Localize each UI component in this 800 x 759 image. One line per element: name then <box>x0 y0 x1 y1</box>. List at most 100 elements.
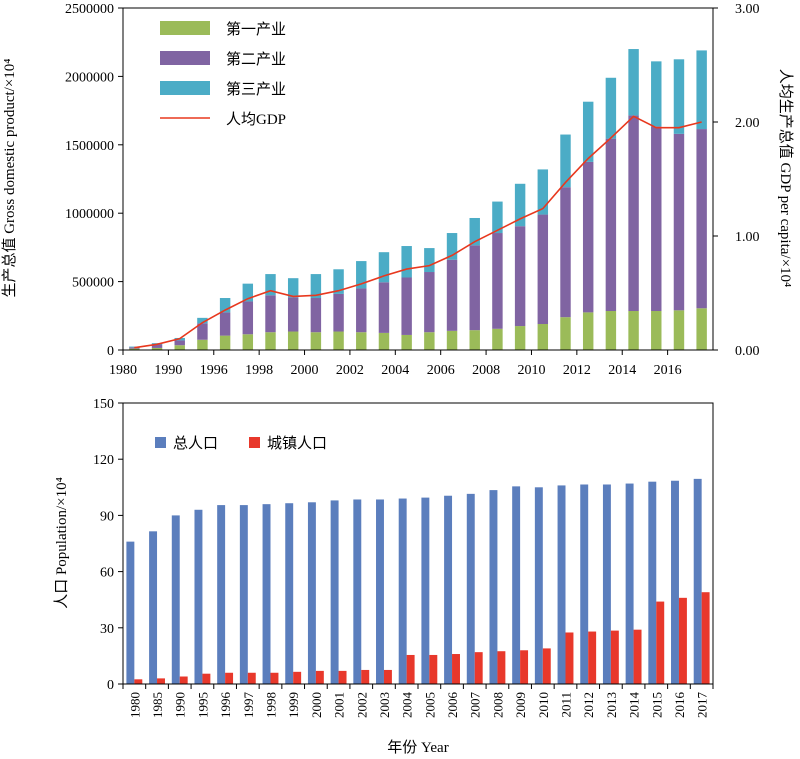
bar-2-2013 <box>610 630 619 684</box>
bar-1-1999 <box>287 331 299 350</box>
bar-2-2009 <box>514 226 526 327</box>
bar-1-2007 <box>466 493 475 684</box>
bar-2-1997 <box>247 672 256 684</box>
bar-2-1998 <box>265 295 276 333</box>
bar-1-2016 <box>671 480 679 684</box>
bar-1-1980 <box>126 541 135 684</box>
x-tick-label: 1985 <box>150 692 165 718</box>
bar-2-2000 <box>310 298 322 333</box>
x-tick-label: 2002 <box>354 692 369 718</box>
x-tick-label: 1995 <box>195 692 210 718</box>
bar-2-2000 <box>315 670 324 684</box>
bar-1-2000 <box>307 502 316 684</box>
bar-3-2007 <box>469 217 480 246</box>
bar-2-1997 <box>242 301 254 335</box>
bar-2-2003 <box>378 282 390 333</box>
bar-1-2012 <box>580 484 589 684</box>
y-tick-label: 0 <box>107 678 114 693</box>
bar-2-1995 <box>197 323 208 340</box>
bar-1-2011 <box>560 317 571 350</box>
bar-2-2016 <box>678 597 687 684</box>
bar-1-2010 <box>537 324 549 350</box>
bar-2-1980 <box>129 347 140 349</box>
bar-3-2000 <box>310 274 322 299</box>
x-axis-ticks: 1980 1985 1990 1995 1996 1997 1998 1999 2000 2001… <box>122 684 714 719</box>
bar-2-2007 <box>469 245 480 331</box>
bar-1-2014 <box>625 483 634 684</box>
bar-2-1999 <box>287 297 299 332</box>
bar-1-2009 <box>512 486 521 684</box>
x-tick-label: 2015 <box>649 692 664 718</box>
bar-2-1996 <box>225 672 234 684</box>
bar-3-2012 <box>582 101 594 162</box>
x-tick-label: 2011 <box>559 692 574 718</box>
bar-1-2000 <box>310 332 322 350</box>
bar-1-1998 <box>262 504 271 684</box>
bar-1-2003 <box>378 332 390 350</box>
bar-3-2014 <box>628 49 639 116</box>
bar-1-2011 <box>557 485 566 684</box>
bar-2-1999 <box>293 671 302 684</box>
bar-2-2014 <box>628 115 639 312</box>
bar-2-2005 <box>424 272 435 333</box>
x-tick-label: 2010 <box>536 692 551 718</box>
legend-label: 第一产业 <box>226 20 286 38</box>
bar-1-2002 <box>356 332 367 350</box>
y2-axis-ticks: 0.00 1.00 2.00 3.00 <box>713 2 760 359</box>
y-tick-label: 150 <box>93 397 114 412</box>
bar-3-2005 <box>424 248 435 273</box>
bar-3-2010 <box>537 169 549 215</box>
x-tick-label: 2017 <box>695 692 710 719</box>
bar-3-1999 <box>287 278 299 298</box>
bar-2-2015 <box>651 126 662 312</box>
bar-3-2017 <box>696 50 707 130</box>
x-tick-label: 2006 <box>427 363 455 378</box>
y2-tick-label: 1.00 <box>735 230 760 245</box>
bar-2-2008 <box>497 651 506 684</box>
bar-1-1990 <box>171 515 180 684</box>
bar-1-1990 <box>174 345 185 350</box>
bar-2-2007 <box>474 652 483 684</box>
x-tick-label: 2010 <box>517 363 545 378</box>
bar-2-1998 <box>270 672 279 684</box>
bar-2-2017 <box>701 592 710 684</box>
bar-2-2009 <box>520 650 529 684</box>
x-tick-label: 2012 <box>581 692 596 718</box>
bar-2-2011 <box>560 187 571 318</box>
x-tick-label: 2000 <box>291 363 319 378</box>
bar-1-2005 <box>421 497 430 684</box>
y2-tick-label: 0.00 <box>735 344 760 359</box>
bar-2-2005 <box>429 654 438 684</box>
bar-3-2015 <box>651 61 662 127</box>
x-tick-label: 1998 <box>264 692 279 718</box>
y-tick-label: 1500000 <box>65 139 114 154</box>
bar-1-2007 <box>469 330 480 350</box>
bar-3-2004 <box>401 246 412 278</box>
bar-3-2003 <box>378 252 390 283</box>
bar-2-2002 <box>356 288 367 333</box>
bar-3-1997 <box>242 283 254 302</box>
bar-2-2003 <box>383 669 392 684</box>
legend-swatch <box>160 21 210 35</box>
bar-3-2009 <box>514 183 526 227</box>
x-tick-label: 1998 <box>245 363 273 378</box>
gdp-per-capita-line <box>134 115 702 349</box>
x-tick-label: 2008 <box>490 692 505 718</box>
x-tick-label: 2014 <box>608 363 636 378</box>
x-tick-label: 2013 <box>604 692 619 718</box>
bar-2-1990 <box>179 676 188 684</box>
x-tick-label: 2016 <box>654 363 682 378</box>
legend-label: 人均GDP <box>226 111 286 128</box>
bar-1-2004 <box>398 498 407 684</box>
bar-2-2006 <box>446 259 458 331</box>
bar-1-1997 <box>242 334 254 350</box>
bar-2-2010 <box>542 648 551 684</box>
legend-swatch <box>155 437 166 448</box>
bar-2-2008 <box>492 233 503 329</box>
bar-3-1996 <box>219 298 231 313</box>
bar-2-2006 <box>452 654 460 684</box>
bar-1-2012 <box>582 312 594 350</box>
bar-1-2004 <box>401 334 412 350</box>
bar-2-2001 <box>338 670 347 684</box>
